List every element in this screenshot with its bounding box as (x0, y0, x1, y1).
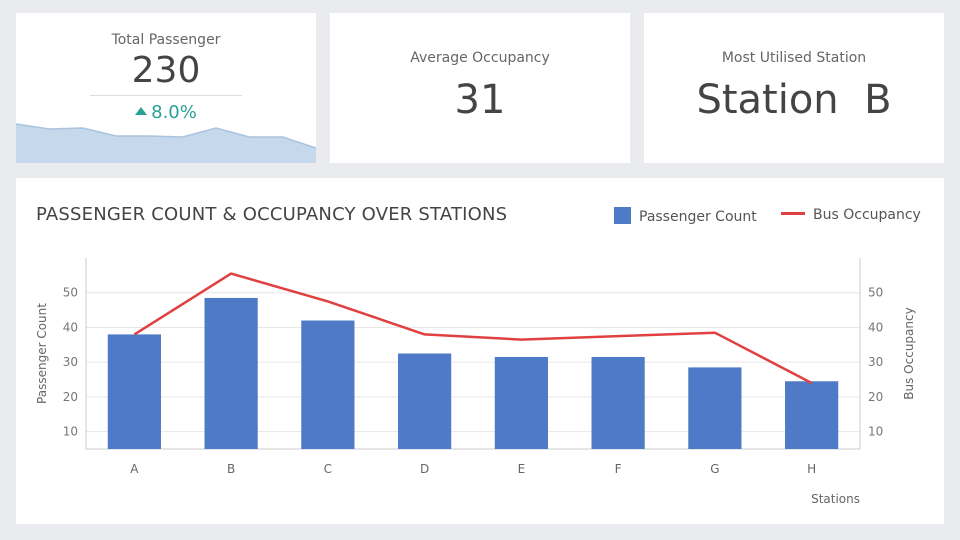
total-passenger-sparkline (16, 123, 316, 163)
kpi-divider (90, 95, 242, 96)
y2-axis-title: Bus Occupancy (902, 307, 916, 399)
y-axis-title: Passenger Count (35, 303, 49, 404)
sparkline-line (16, 123, 316, 149)
bar-f (591, 356, 645, 449)
legend-item-bus-occupancy: Bus Occupancy (781, 207, 921, 223)
triangle-up-icon (135, 107, 148, 115)
sparkline-area (16, 124, 316, 163)
x-tick-label: E (518, 462, 526, 476)
delta-value: 8.0% (151, 102, 197, 123)
total-passenger-delta: 8.0% (16, 102, 316, 123)
bar-h (785, 381, 839, 449)
combo-chart: 10 20 30 40 50 10 20 30 40 50 A B C D E F G H Stations Pass… (35, 258, 916, 506)
legend-label: Bus Occupancy (813, 207, 921, 223)
total-passenger-value: 230 (131, 50, 201, 91)
most-utilised-station-value: Station B (696, 77, 892, 123)
y-tick-label: 10 (63, 425, 78, 439)
y2-tick-label: 20 (868, 390, 883, 404)
bar-e (494, 356, 548, 449)
average-occupancy-value: 31 (454, 77, 506, 123)
x-tick-label: F (615, 462, 622, 476)
average-occupancy-card: Average Occupancy 31 (330, 13, 630, 163)
bar-d (398, 353, 452, 449)
y-tick-label: 20 (63, 390, 78, 404)
x-tick-label: G (710, 462, 719, 476)
y2-tick-label: 10 (868, 425, 883, 439)
total-passenger-label: Total Passenger (111, 32, 221, 48)
x-tick-label: B (227, 462, 235, 476)
bar-b (204, 297, 258, 449)
y2-tick-label: 50 (868, 286, 883, 300)
y2-tick-label: 30 (868, 355, 883, 369)
average-occupancy-label: Average Occupancy (410, 50, 550, 66)
most-utilised-station-card: Most Utilised Station Station B (644, 13, 944, 163)
x-tick-label: H (807, 462, 816, 476)
x-tick-label: D (420, 462, 429, 476)
legend-label: Passenger Count (639, 209, 757, 225)
bar-c (301, 320, 355, 449)
total-passenger-card: Total Passenger 230 8.0% (16, 13, 316, 163)
chart-title: PASSENGER COUNT & OCCUPANCY OVER STATION… (36, 204, 508, 225)
legend-line-swatch (781, 212, 805, 215)
bar-a (107, 334, 161, 449)
y-tick-label: 40 (63, 320, 78, 334)
legend-item-passenger-count: Passenger Count (614, 207, 757, 225)
most-utilised-station-label: Most Utilised Station (721, 50, 867, 66)
y2-tick-label: 40 (868, 320, 883, 334)
y-tick-label: 50 (63, 286, 78, 300)
x-tick-label: A (130, 462, 139, 476)
legend-bar-swatch (614, 207, 631, 224)
bus-occupancy-line (133, 272, 813, 385)
x-axis-title: Stations (811, 492, 860, 506)
x-tick-label: C (324, 462, 332, 476)
chart-card: PASSENGER COUNT & OCCUPANCY OVER STATION… (16, 178, 944, 524)
y-tick-label: 30 (63, 355, 78, 369)
bar-g (688, 367, 742, 449)
